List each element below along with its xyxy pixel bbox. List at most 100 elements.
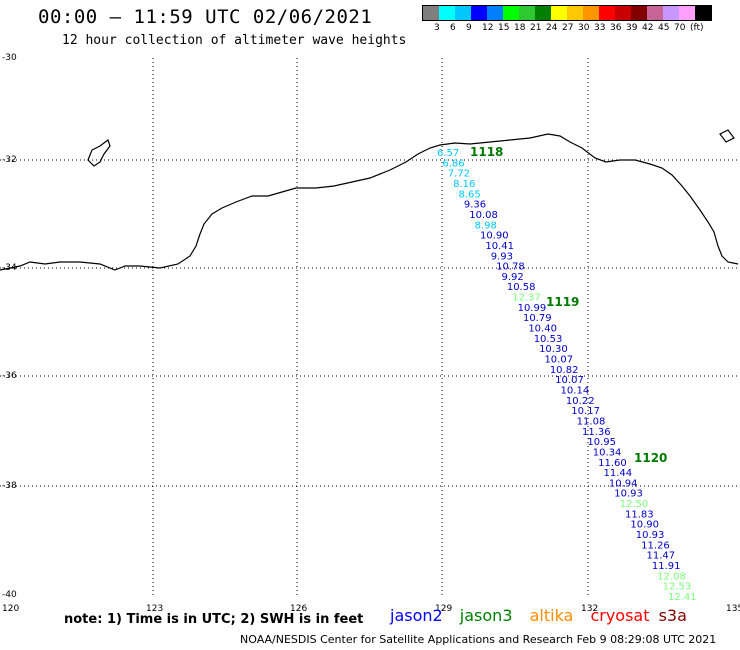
- wave-height-value: 10.17: [571, 406, 600, 417]
- legend-swatch: [487, 6, 503, 20]
- legend-swatch: [679, 6, 695, 20]
- wave-height-value: 9.92: [501, 272, 523, 283]
- wave-height-value: 8.65: [458, 189, 480, 200]
- legend-label: 33: [594, 23, 606, 33]
- legend-label: 18: [514, 23, 526, 33]
- wave-height-value: 10.30: [539, 344, 568, 355]
- wave-height-value: 12.50: [620, 499, 649, 510]
- wave-height-value: 10.58: [507, 282, 536, 293]
- wave-height-value: 10.34: [593, 447, 622, 458]
- wave-height-value: 11.60: [598, 458, 627, 469]
- wave-height-value: 8.98: [475, 220, 497, 231]
- legend-swatch: [455, 6, 471, 20]
- wave-height-value: 10.82: [550, 365, 579, 376]
- legend-label: 6: [450, 23, 456, 33]
- credit-line: NOAA/NESDIS Center for Satellite Applica…: [240, 633, 717, 646]
- satellite-jason3: jason3: [459, 606, 513, 625]
- wave-height-value: 10.14: [561, 385, 590, 396]
- pass-number: 1118: [470, 145, 503, 159]
- legend-swatch: [567, 6, 583, 20]
- pass-number-layer: 1118 1119 1120: [470, 145, 667, 465]
- legend-swatch: [503, 6, 519, 20]
- wave-height-value: 10.94: [609, 478, 638, 489]
- legend-label: 12: [482, 23, 494, 33]
- legend-swatch: [695, 6, 711, 20]
- legend-label: (ft): [690, 23, 704, 33]
- page-title: 00:00 – 11:59 UTC 02/06/2021: [38, 6, 373, 28]
- legend-label: 36: [610, 23, 622, 33]
- color-legend: 3 6 9 12 15 18 21 24 27 30 33 36 39 42 45 70 (ft): [422, 5, 712, 33]
- wave-height-value: 10.99: [518, 303, 547, 314]
- wave-height-value: 10.90: [480, 231, 509, 242]
- satellite-cryosat: cryosat: [590, 606, 650, 625]
- wave-height-value: 10.07: [544, 355, 573, 366]
- legend-swatch: [535, 6, 551, 20]
- wave-height-value: 6.86: [442, 158, 464, 169]
- units-note: note: 1) Time is in UTC; 2) SWH is in fe…: [64, 612, 364, 627]
- wave-height-value: 10.79: [523, 313, 552, 324]
- wave-height-value: 10.53: [534, 334, 563, 345]
- wave-height-value: 11.08: [577, 416, 606, 427]
- lat-label: -40: [2, 590, 17, 600]
- wave-height-value: 12.53: [663, 582, 692, 593]
- legend-label: 39: [626, 23, 638, 33]
- wave-height-value: 11.26: [641, 540, 670, 551]
- lon-label: 126: [290, 604, 308, 614]
- satellite-legend: jason2 jason3 altika cryosat s3a: [390, 606, 699, 625]
- page-subtitle: 12 hour collection of altimeter wave hei…: [62, 33, 407, 48]
- legend-label: 21: [530, 23, 542, 33]
- legend-swatch: [663, 6, 679, 20]
- lat-label: -34: [2, 263, 17, 273]
- satellite-s3a: s3a: [658, 606, 687, 625]
- wave-height-value: 10.93: [614, 489, 643, 500]
- wave-height-value: 11.47: [647, 551, 676, 562]
- wave-height-value: 10.95: [587, 437, 616, 448]
- lon-label: 129: [435, 604, 453, 614]
- wave-height-value: 10.22: [566, 396, 595, 407]
- wave-height-value: 9.36: [464, 200, 486, 211]
- legend-label: 3: [434, 23, 440, 33]
- lon-label: 135: [726, 604, 740, 614]
- legend-swatch: [519, 6, 535, 20]
- wave-height-value: 10.07: [555, 375, 584, 386]
- legend-label: 15: [498, 23, 510, 33]
- pass-number: 1120: [634, 451, 667, 465]
- legend-label: 27: [562, 23, 574, 33]
- legend-swatch: [583, 6, 599, 20]
- wave-height-value: 6.57: [437, 148, 459, 159]
- observation-layer: 6.576.867.728.168.659.3610.088.9810.9010…: [437, 148, 697, 603]
- legend-labels: 3 6 9 12 15 18 21 24 27 30 33 36 39 42 45 70 (ft): [422, 21, 712, 33]
- wave-height-value: 10.78: [496, 262, 525, 273]
- wave-height-value: 12.41: [668, 592, 697, 603]
- wave-height-value: 9.93: [491, 251, 513, 262]
- wave-height-value: 8.16: [453, 179, 475, 190]
- wave-height-value: 12.37: [512, 293, 541, 304]
- legend-swatch: [615, 6, 631, 20]
- legend-label: 30: [578, 23, 590, 33]
- wave-height-value: 12.08: [657, 571, 686, 582]
- lat-label: -38: [2, 481, 17, 491]
- legend-label: 45: [658, 23, 670, 33]
- legend-label: 70: [674, 23, 686, 33]
- wave-height-value: 11.91: [652, 561, 681, 572]
- lat-label: -32: [2, 155, 17, 165]
- legend-swatch: [647, 6, 663, 20]
- legend-swatches: [422, 5, 712, 21]
- legend-swatch: [551, 6, 567, 20]
- wave-height-value: 11.36: [582, 427, 611, 438]
- lon-label: 132: [581, 604, 599, 614]
- wave-height-value: 10.90: [630, 520, 659, 531]
- legend-label: 42: [642, 23, 654, 33]
- wave-height-value: 11.83: [625, 509, 654, 520]
- wave-height-value: 10.08: [469, 210, 498, 221]
- coastline: [0, 129, 739, 271]
- legend-swatch: [631, 6, 647, 20]
- pass-number: 1119: [546, 295, 579, 309]
- wave-height-value: 10.40: [528, 324, 557, 335]
- wave-height-value: 11.44: [604, 468, 633, 479]
- legend-swatch: [423, 6, 439, 20]
- satellite-altika: altika: [529, 606, 574, 625]
- legend-label: 24: [546, 23, 558, 33]
- wave-height-value: 7.72: [448, 169, 470, 180]
